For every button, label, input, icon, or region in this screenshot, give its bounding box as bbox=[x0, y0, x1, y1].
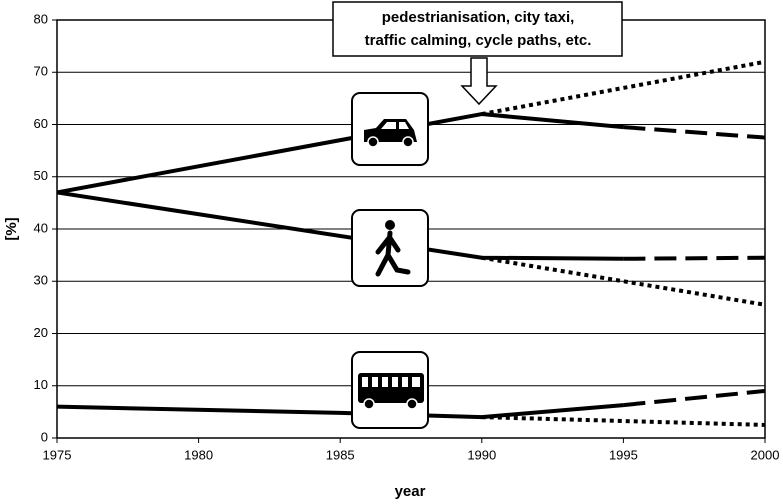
y-tick-label: 40 bbox=[34, 220, 48, 235]
annotation-line: pedestrianisation, city taxi, bbox=[382, 9, 575, 26]
bus-icon bbox=[351, 351, 429, 429]
line-dashed bbox=[623, 255, 766, 261]
line-dotted bbox=[481, 59, 766, 117]
line-solid bbox=[56, 403, 624, 420]
x-tick-label: 2000 bbox=[751, 447, 780, 462]
y-tick-label: 0 bbox=[41, 429, 48, 444]
x-tick-label: 1985 bbox=[326, 447, 355, 462]
y-tick-label: 50 bbox=[34, 168, 48, 183]
car-icon bbox=[351, 92, 429, 166]
line-dotted bbox=[481, 415, 766, 427]
x-tick-label: 1975 bbox=[43, 447, 72, 462]
y-tick-label: 80 bbox=[34, 11, 48, 26]
line-dashed bbox=[623, 125, 766, 140]
y-tick-label: 10 bbox=[34, 377, 48, 392]
x-tick-label: 1990 bbox=[467, 447, 496, 462]
x-tick-label: 1980 bbox=[184, 447, 213, 462]
y-axis-title: [%] bbox=[3, 217, 20, 240]
y-tick-label: 60 bbox=[34, 116, 48, 131]
line-solid bbox=[56, 112, 624, 195]
line-dashed bbox=[623, 388, 766, 408]
y-tick-label: 30 bbox=[34, 273, 48, 288]
annotation-line: traffic calming, cycle paths, etc. bbox=[365, 32, 592, 49]
y-tick-label: 70 bbox=[34, 64, 48, 79]
x-axis-title: year bbox=[395, 483, 426, 500]
pedestrian-icon bbox=[351, 209, 429, 287]
annotation: pedestrianisation, city taxi, traffic ca… bbox=[332, 1, 623, 106]
line-solid bbox=[56, 190, 624, 261]
x-tick-label: 1995 bbox=[609, 447, 638, 462]
y-tick-label: 20 bbox=[34, 325, 48, 340]
